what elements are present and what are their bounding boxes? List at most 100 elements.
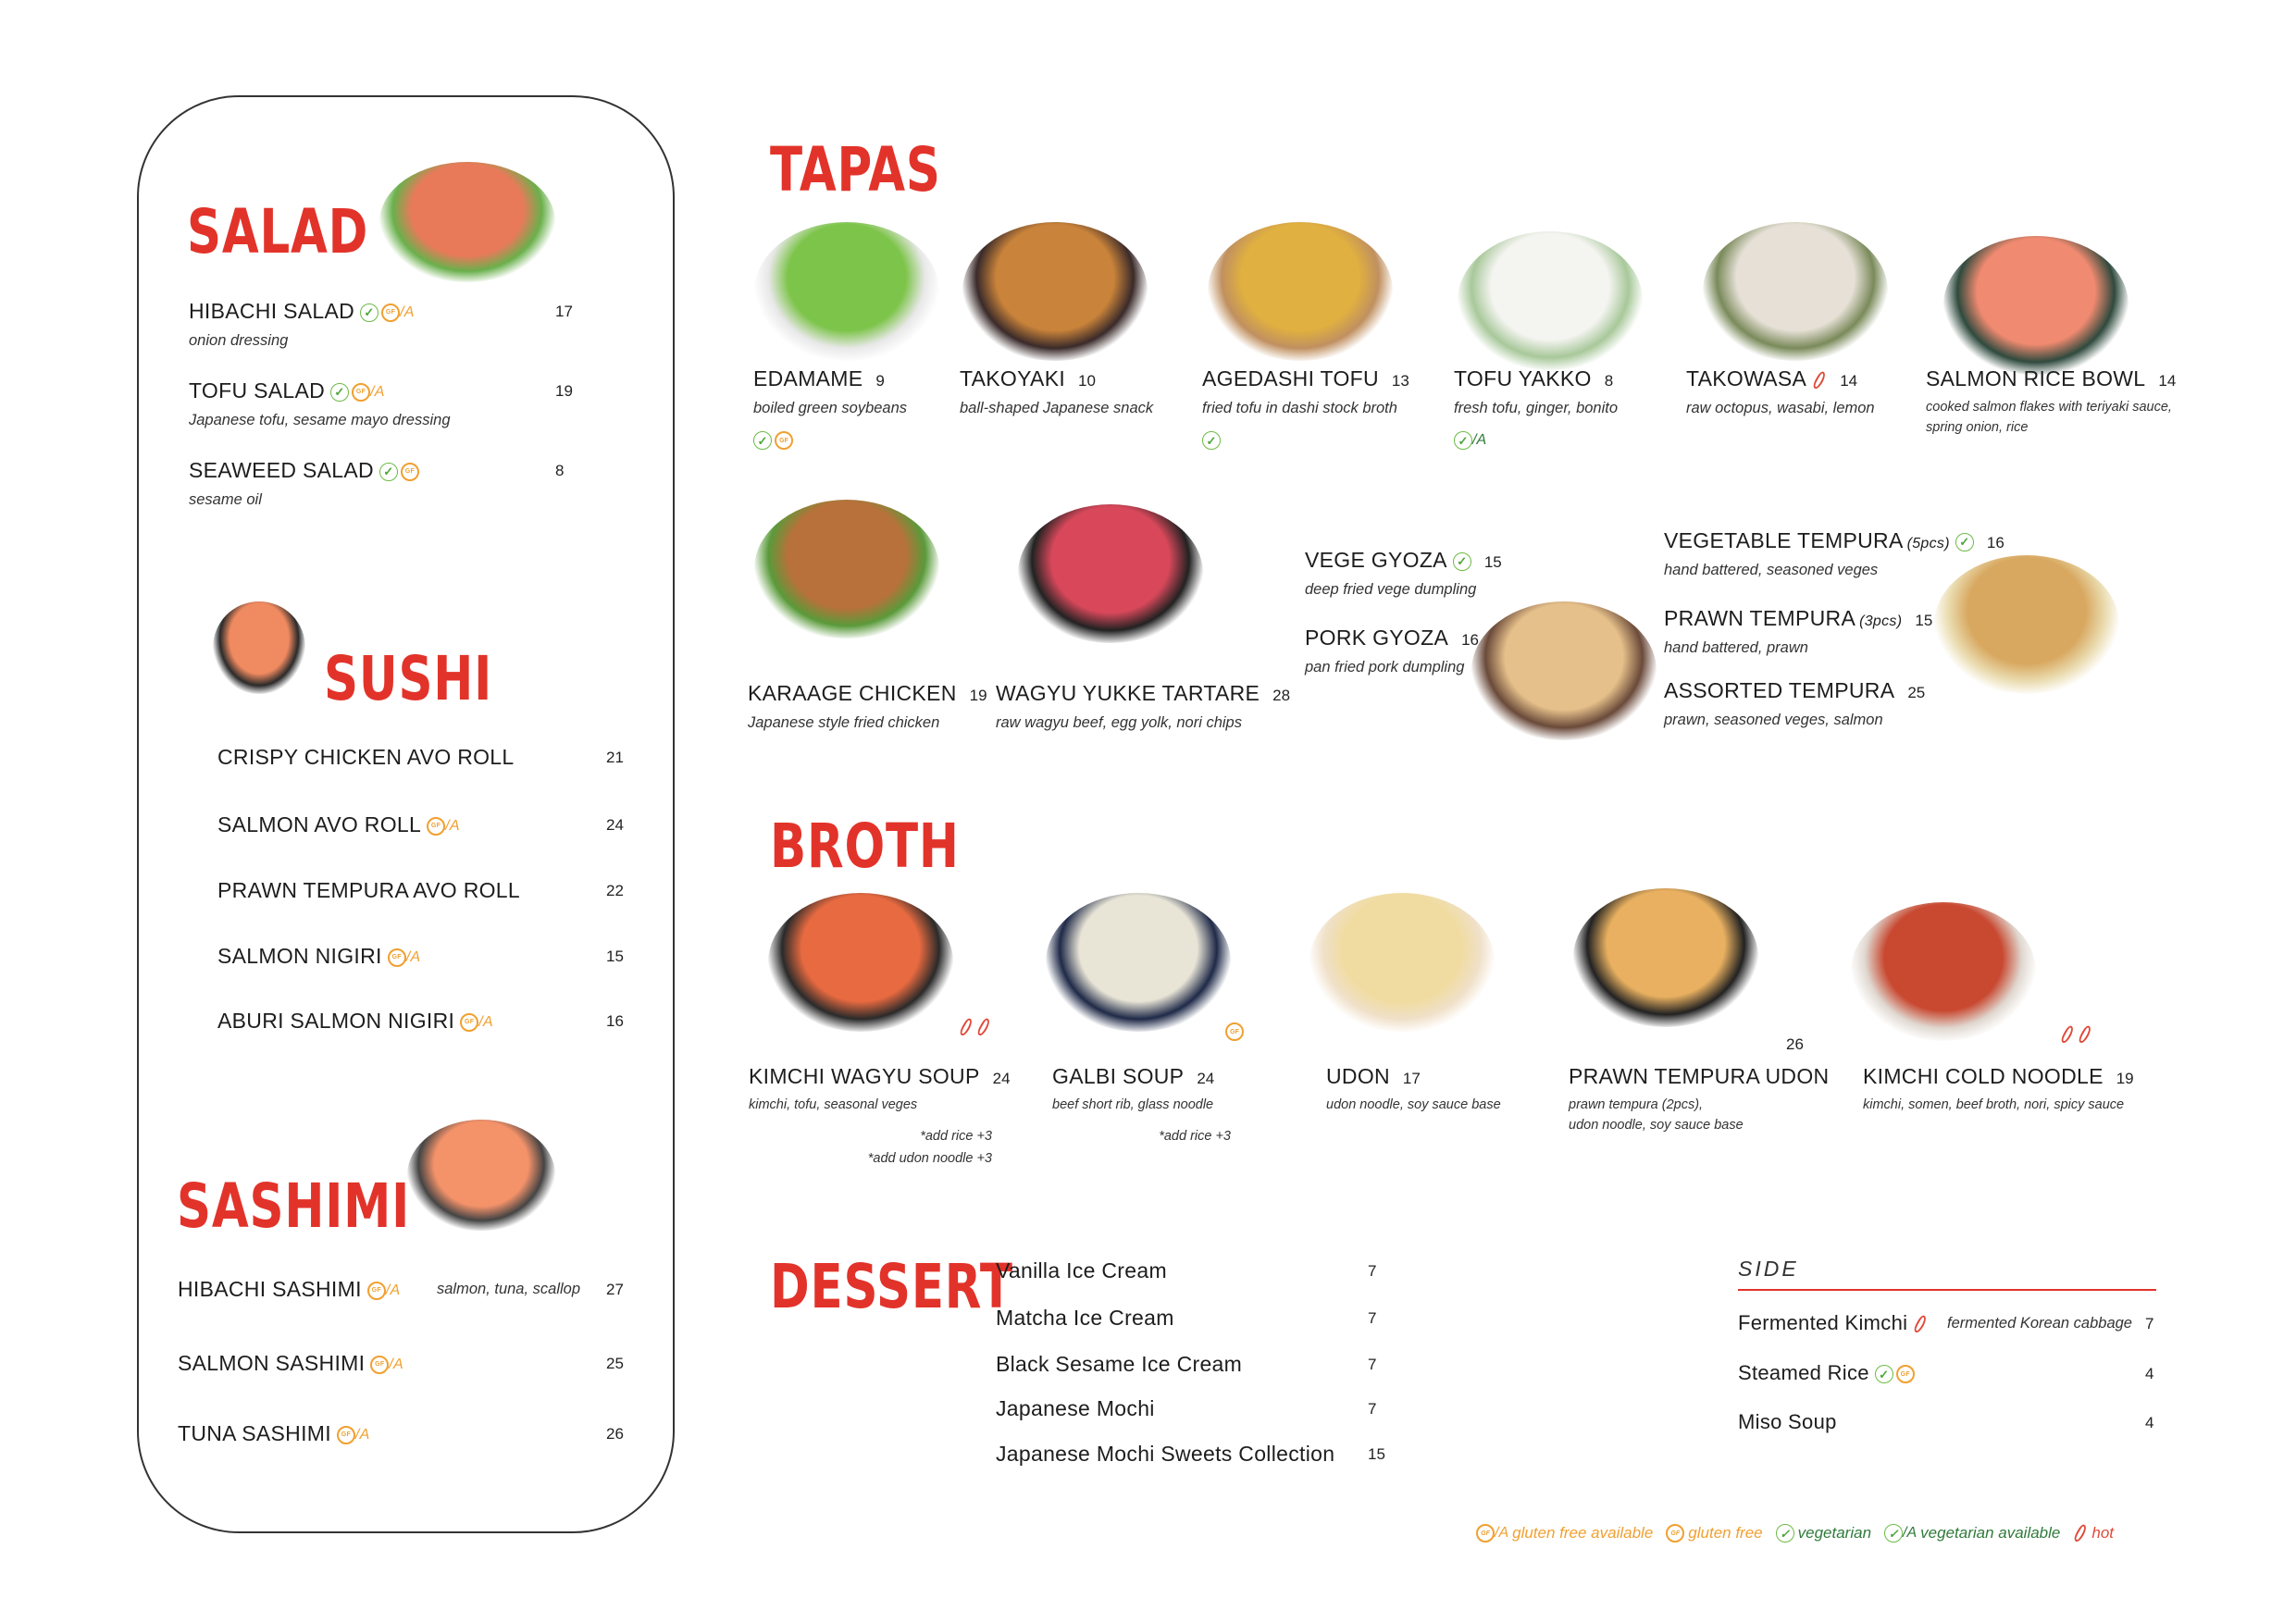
vegetarian-icon-group: ✓ <box>1202 431 1221 450</box>
diet-icons-near-image <box>2054 1024 2093 1045</box>
hot-icon-group <box>2077 1024 2093 1045</box>
sashimi-item-price: 25 <box>606 1355 624 1372</box>
item-name-text: TAKOYAKI <box>960 366 1066 390</box>
diet-icons <box>1912 1314 1929 1334</box>
legend: GF/A gluten free available GF gluten free ✓ v… <box>1476 1523 2121 1543</box>
tapas-item-description: fresh tofu, ginger, bonito <box>1454 400 1619 416</box>
item-name-text: VEGE GYOZA <box>1305 548 1447 572</box>
hot-icon-group <box>2059 1024 2076 1045</box>
salad-title: SALAD <box>187 196 369 267</box>
vegetarian-icon-group: ✓ <box>753 431 772 450</box>
sushi-title: SUSHI <box>324 643 493 714</box>
kimchi-wagyu-soup-illustration <box>768 893 953 1032</box>
gluten-free-available-icon-group: GF/A <box>352 382 385 402</box>
item-name-text: SALMON SASHIMI <box>178 1351 366 1375</box>
diet-icons: ✓/A <box>1454 431 1486 450</box>
legend-label: vegetarian <box>1797 1524 1872 1542</box>
gluten-free-available-icon-group: GF/A <box>370 1355 404 1374</box>
tapas-item-name: VEGE GYOZA ✓ 15 <box>1305 548 1502 573</box>
item-name-text: KIMCHI WAGYU SOUP <box>749 1064 980 1088</box>
side-item-name: Steamed Rice ✓ GF <box>1738 1361 1915 1385</box>
sashimi-item-price: 27 <box>606 1281 624 1298</box>
diet-icons: ✓ GF <box>1874 1365 1915 1384</box>
broth-item-addon: *add rice +3 <box>1159 1129 1231 1144</box>
dessert-title: DESSERT <box>770 1251 1013 1322</box>
sashimi-item-name: SALMON SASHIMI GF/A <box>178 1351 403 1376</box>
tapas-item-description: raw octopus, wasabi, lemon <box>1686 400 1875 416</box>
diet-icons: ✓ GF <box>379 462 419 481</box>
sushi-item-price: 15 <box>606 948 624 965</box>
wagyu-yukke-illustration <box>1018 504 1203 643</box>
gluten-free-icon: GF <box>775 431 793 450</box>
item-name-text: VEGETABLE TEMPURA <box>1664 528 1904 552</box>
chili-icon <box>1912 1314 1929 1334</box>
broth-item-name: KIMCHI COLD NOODLE 19 <box>1863 1064 2134 1089</box>
tapas-item-name: PORK GYOZA 16 <box>1305 626 1479 650</box>
tapas-item-price: 28 <box>1272 687 1291 704</box>
chili-icon <box>2072 1523 2089 1543</box>
takowasa-illustration <box>1703 222 1888 361</box>
side-item-price: 4 <box>2145 1365 2154 1382</box>
gluten-free-icon: GF <box>1225 1022 1244 1041</box>
tapas-item-price: 14 <box>2158 372 2177 390</box>
tapas-item-price: 16 <box>1986 534 2004 551</box>
broth-item-name: KIMCHI WAGYU SOUP 24 <box>749 1064 1011 1089</box>
hot-icon-group <box>958 1017 974 1037</box>
gluten-free-icon: GF <box>366 1281 386 1300</box>
item-name-text: Fermented Kimchi <box>1738 1311 1908 1334</box>
gluten-free-icon: GF <box>400 462 419 481</box>
tapas-item-description: pan fried pork dumpling <box>1305 659 1465 675</box>
gluten-free-available-icon-group: GF/A <box>387 948 421 967</box>
gluten-free-icon: GF <box>460 1012 479 1032</box>
gluten-free-available-icon-group: GF/A <box>427 816 460 836</box>
item-portion-note: (5pcs) <box>1906 536 1950 551</box>
diet-icons: ✓ <box>1202 431 1221 450</box>
vegetarian-icon: ✓ <box>1775 1524 1794 1542</box>
diet-icons <box>1811 370 1828 390</box>
available-suffix: /A <box>354 1426 370 1443</box>
sushi-item-name: SALMON NIGIRI GF/A <box>217 944 420 969</box>
item-name-text: Japanese Mochi <box>996 1396 1155 1420</box>
salad-item-price: 19 <box>555 382 573 400</box>
broth-item-description: beef short rib, glass noodle <box>1052 1097 1214 1112</box>
available-suffix: /A <box>385 1282 401 1298</box>
diet-icons-row: ✓ <box>1202 431 1221 450</box>
dessert-item-price: 7 <box>1368 1309 1377 1327</box>
tapas-item-description-2: spring onion, rice <box>1926 420 2029 435</box>
sushi-item-name: PRAWN TEMPURA AVO ROLL <box>217 878 520 903</box>
tapas-item-price: 16 <box>1461 631 1480 649</box>
gluten-free-available-icon-group: GF/A <box>366 1281 401 1300</box>
item-name-text: AGEDASHI TOFU <box>1202 366 1379 390</box>
chili-icon <box>958 1017 974 1037</box>
edamame-illustration <box>754 222 939 361</box>
vegetarian-icon-group: ✓ <box>360 303 379 322</box>
item-name-text: GALBI SOUP <box>1052 1064 1185 1088</box>
tapas-item-name: SALMON RICE BOWL 14 <box>1926 366 2176 391</box>
tapas-item-description: boiled green soybeans <box>753 400 908 416</box>
side-item-name: Fermented Kimchi <box>1738 1311 1929 1335</box>
item-name-text: CRISPY CHICKEN AVO ROLL <box>217 745 515 769</box>
gluten-free-available-icon-group: GF/A <box>336 1425 370 1444</box>
gluten-free-icon-group: GF <box>1895 1365 1915 1384</box>
item-name-text: Matcha Ice Cream <box>996 1306 1174 1330</box>
gluten-free-icon-group: GF <box>1225 1022 1244 1041</box>
legend-item: GF/A gluten free available <box>1476 1524 1653 1542</box>
item-name-text: KIMCHI COLD NOODLE <box>1863 1064 2104 1088</box>
available-suffix: /A <box>478 1013 493 1030</box>
vegetarian-icon: ✓ <box>1202 431 1221 450</box>
gluten-free-icon: GF <box>352 382 370 402</box>
tapas-item-name: TAKOWASA 14 <box>1686 366 1857 391</box>
item-name-text: TUNA SASHIMI <box>178 1421 331 1445</box>
gluten-free-available-icon-group: GF/A <box>460 1012 493 1032</box>
tapas-item-description: hand battered, seasoned veges <box>1664 562 1879 578</box>
tapas-item-name: PRAWN TEMPURA (3pcs) 15 <box>1664 606 1932 631</box>
item-name-text: SALMON RICE BOWL <box>1926 366 2146 390</box>
vegetarian-icon: ✓ <box>1874 1365 1893 1384</box>
available-suffix: /A <box>389 1356 404 1372</box>
item-name-text: WAGYU YUKKE TARTARE <box>996 681 1260 705</box>
available-suffix: /A <box>1472 432 1487 448</box>
diet-icons: GF/A <box>336 1425 370 1444</box>
side-title: SIDE <box>1738 1257 1799 1281</box>
legend-item: GF gluten free <box>1666 1524 1763 1542</box>
